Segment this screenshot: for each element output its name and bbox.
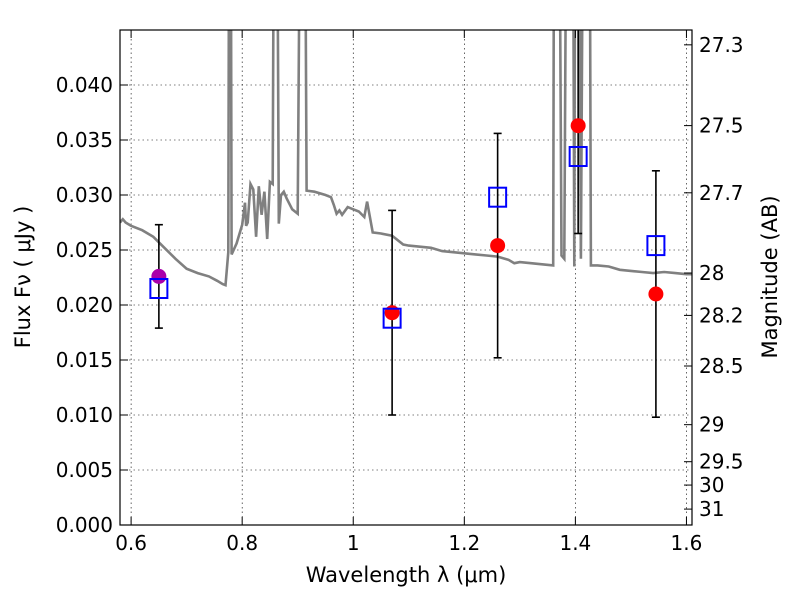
y2-tick-label: 28.5 [699, 354, 744, 378]
y-tick-label: 0.035 [56, 128, 113, 152]
y2-axis-label: Magnitude (AB) [758, 195, 782, 358]
observed-flux-point [384, 305, 400, 321]
observed-flux-point [570, 118, 586, 134]
y2-tick-label: 29 [699, 413, 724, 437]
y-tick-label: 0.025 [56, 238, 113, 262]
observed-flux-point [490, 238, 506, 254]
model-flux-point [646, 235, 666, 257]
y2-tick-label: 28 [699, 261, 724, 285]
x-tick-label: 1.4 [559, 531, 591, 555]
y-tick-label: 0.005 [56, 458, 113, 482]
axis-ticks [120, 30, 692, 526]
data-layer [120, 30, 692, 419]
plot-area [120, 30, 692, 525]
model-flux-point [488, 186, 508, 208]
tick-labels: 0.6 0.8 1 1.2 1.4 1.6 0.000 0.005 0.010 0.015 0.02… [56, 33, 744, 555]
y2-tick-label: 29.5 [699, 450, 744, 474]
y2-tick-label: 27.7 [699, 181, 744, 205]
model-flux-point [568, 146, 588, 167]
x-axis-label: Wavelength λ (μm) [306, 563, 507, 587]
y-tick-label: 0.020 [56, 293, 113, 317]
model-spectrum-line [120, 30, 692, 288]
y-tick-label: 0.040 [56, 73, 113, 97]
model-flux-point [382, 307, 402, 329]
observed-flux-point [648, 286, 664, 302]
y-tick-label: 0.000 [56, 513, 113, 537]
x-tick-label: 0.8 [226, 531, 258, 555]
model-flux-point [149, 278, 169, 299]
y-tick-label: 0.030 [56, 183, 113, 207]
y-tick-label: 0.015 [56, 348, 113, 372]
x-tick-label: 1.2 [448, 531, 480, 555]
x-tick-label: 0.6 [115, 531, 147, 555]
y2-tick-label: 27.3 [699, 33, 744, 57]
y2-tick-label: 28.2 [699, 303, 744, 327]
observed-flux-point [151, 268, 167, 284]
y2-tick-label: 27.5 [699, 114, 744, 138]
y2-tick-label: 31 [699, 497, 724, 521]
y-tick-label: 0.010 [56, 403, 113, 427]
grid-lines [120, 30, 692, 525]
y-axis-label: Flux Fν ( μJy ) [11, 206, 35, 349]
y2-tick-label: 30 [699, 473, 724, 497]
x-tick-label: 1.6 [671, 531, 703, 555]
x-tick-label: 1 [347, 531, 360, 555]
plot-frame [119, 29, 693, 526]
